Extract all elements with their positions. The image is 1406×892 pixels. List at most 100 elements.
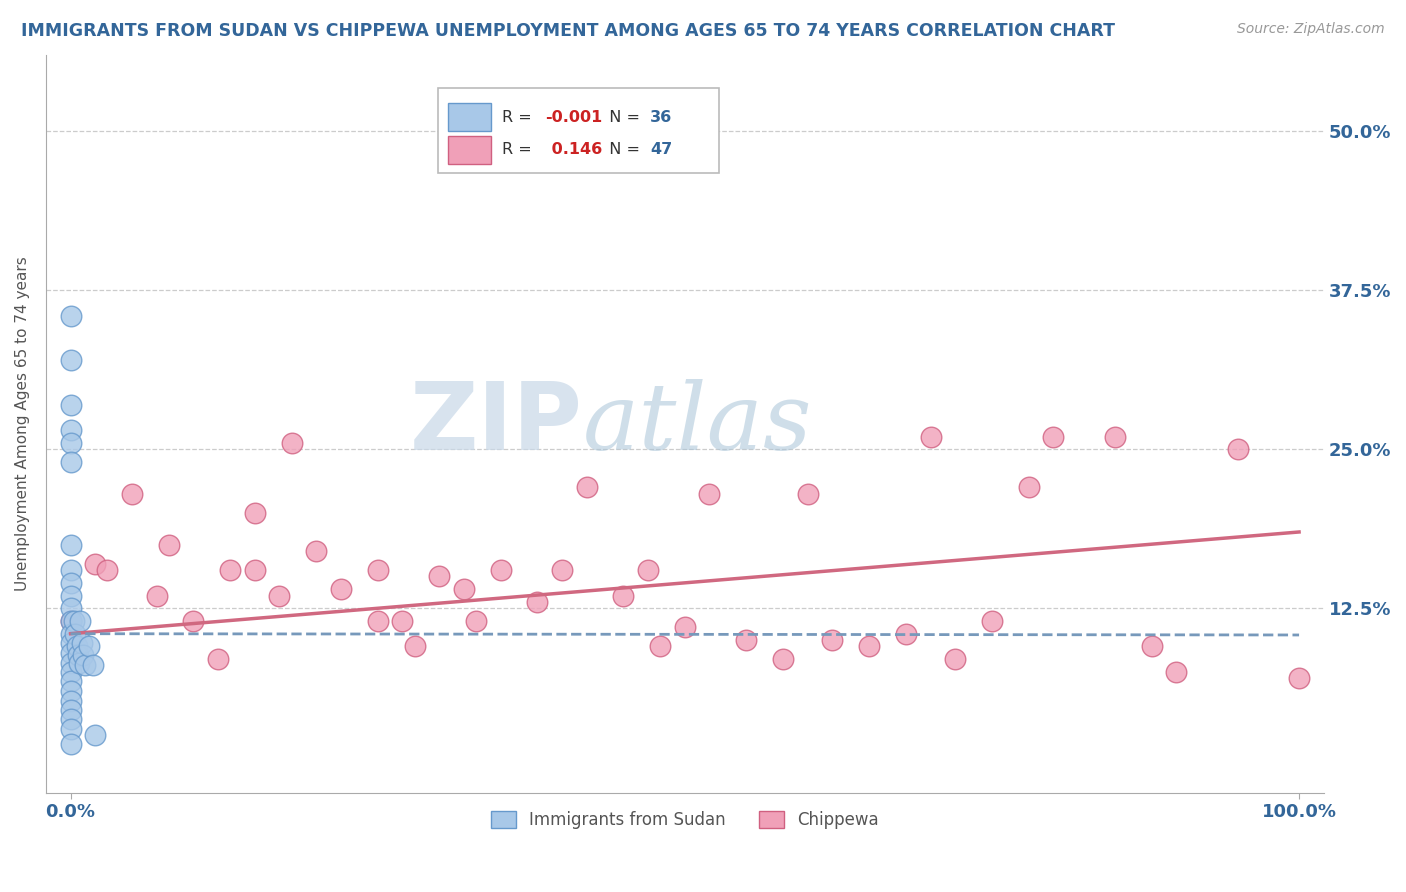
Point <box>391 614 413 628</box>
Point <box>121 487 143 501</box>
Legend: Immigrants from Sudan, Chippewa: Immigrants from Sudan, Chippewa <box>484 805 886 836</box>
Point <box>673 620 696 634</box>
Point <box>59 737 82 751</box>
Point <box>1288 671 1310 685</box>
Point <box>59 626 82 640</box>
Point <box>59 614 82 628</box>
FancyBboxPatch shape <box>439 88 720 173</box>
Point <box>1018 480 1040 494</box>
FancyBboxPatch shape <box>449 136 491 163</box>
Point <box>59 694 82 708</box>
Point <box>943 652 966 666</box>
Point <box>59 665 82 679</box>
Text: -0.001: -0.001 <box>546 110 603 125</box>
Text: N =: N = <box>599 110 645 125</box>
Text: 36: 36 <box>651 110 672 125</box>
Point <box>75 658 97 673</box>
FancyBboxPatch shape <box>449 103 491 131</box>
Point <box>66 648 89 663</box>
Point <box>59 656 82 670</box>
Text: 0.146: 0.146 <box>546 142 602 157</box>
Point <box>219 563 242 577</box>
Point <box>65 626 87 640</box>
Text: 47: 47 <box>651 142 672 157</box>
Text: IMMIGRANTS FROM SUDAN VS CHIPPEWA UNEMPLOYMENT AMONG AGES 65 TO 74 YEARS CORRELA: IMMIGRANTS FROM SUDAN VS CHIPPEWA UNEMPL… <box>21 22 1115 40</box>
Point <box>59 684 82 698</box>
Point <box>981 614 1004 628</box>
Point <box>637 563 659 577</box>
Point <box>269 589 291 603</box>
Point <box>796 487 818 501</box>
Point <box>329 582 352 597</box>
Point <box>59 398 82 412</box>
Text: atlas: atlas <box>582 379 813 469</box>
Y-axis label: Unemployment Among Ages 65 to 74 years: Unemployment Among Ages 65 to 74 years <box>15 257 30 591</box>
Point <box>858 640 880 654</box>
Point <box>453 582 475 597</box>
Point <box>427 569 450 583</box>
Point <box>59 538 82 552</box>
Text: ZIP: ZIP <box>409 378 582 470</box>
Point <box>404 640 426 654</box>
Point <box>612 589 634 603</box>
Point <box>63 614 86 628</box>
Text: R =: R = <box>502 110 537 125</box>
Point <box>243 563 266 577</box>
Point <box>67 656 90 670</box>
Point <box>575 480 598 494</box>
Point <box>59 646 82 660</box>
Point <box>243 506 266 520</box>
Point <box>59 614 82 628</box>
Point <box>157 538 180 552</box>
Point <box>465 614 488 628</box>
Text: N =: N = <box>599 142 645 157</box>
Point <box>59 635 82 649</box>
Point <box>1226 442 1249 457</box>
Point <box>551 563 574 577</box>
Point <box>59 563 82 577</box>
Point <box>489 563 512 577</box>
Point <box>145 589 167 603</box>
Point <box>77 640 100 654</box>
Point <box>66 640 89 654</box>
Point <box>1166 665 1188 679</box>
Point <box>72 648 94 663</box>
Point <box>82 658 104 673</box>
Point <box>59 575 82 590</box>
Point <box>59 309 82 323</box>
Point <box>59 353 82 368</box>
Text: Source: ZipAtlas.com: Source: ZipAtlas.com <box>1237 22 1385 37</box>
Point <box>84 557 107 571</box>
Point <box>59 712 82 726</box>
Point <box>59 436 82 450</box>
Point <box>59 673 82 688</box>
Point <box>207 652 229 666</box>
Point <box>59 423 82 437</box>
Point <box>96 563 118 577</box>
Point <box>735 633 758 648</box>
Point <box>367 614 389 628</box>
Point <box>183 614 205 628</box>
Point <box>526 595 548 609</box>
Point <box>59 455 82 469</box>
Point <box>305 544 328 558</box>
Point <box>821 633 844 648</box>
Point <box>650 640 672 654</box>
Point <box>59 703 82 717</box>
Point <box>59 589 82 603</box>
Text: R =: R = <box>502 142 537 157</box>
Point <box>920 429 942 443</box>
Point <box>894 626 917 640</box>
Point <box>84 728 107 742</box>
Point <box>280 436 302 450</box>
Point <box>1140 640 1163 654</box>
Point <box>1042 429 1064 443</box>
Point <box>59 722 82 736</box>
Point <box>772 652 794 666</box>
Point <box>367 563 389 577</box>
Point <box>699 487 721 501</box>
Point <box>69 614 91 628</box>
Point <box>1104 429 1126 443</box>
Point <box>70 635 93 649</box>
Point <box>59 601 82 615</box>
